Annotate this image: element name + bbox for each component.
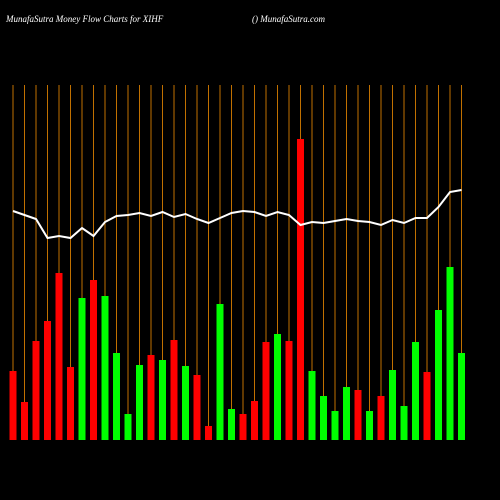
bar [32,341,40,440]
bar [67,367,74,440]
bar [147,355,155,440]
bar [90,280,97,440]
bar [159,360,166,440]
bar [205,426,212,440]
bar [193,375,201,440]
bar [182,366,189,440]
bar [354,390,362,440]
bar [251,401,258,440]
bar [331,411,339,440]
chart-subtitle: () MunafaSutra.com [252,14,325,24]
bar [389,370,396,440]
bar [78,298,86,440]
bar [366,411,373,440]
bar [262,342,270,440]
bar [446,267,454,440]
bar [44,321,51,440]
bar [9,371,17,440]
bar [320,396,327,440]
bar [21,402,28,440]
bar [274,334,281,440]
bar [458,353,465,440]
bar [170,340,178,440]
bar [400,406,408,440]
bar [216,304,224,440]
bar [228,409,235,440]
bar [101,296,109,440]
bar [435,310,442,440]
money-flow-line [12,189,462,240]
bar [55,273,63,440]
bar [124,414,132,440]
bar [285,341,293,440]
bar [297,139,304,440]
bar [308,371,316,440]
bar [412,342,419,440]
bar [136,365,143,440]
bar [343,387,350,440]
bar [377,396,385,440]
bar [423,372,431,440]
chart-title: MunafaSutra Money Flow Charts for XIHF [5,14,164,24]
bar [113,353,120,440]
bar [239,414,247,440]
